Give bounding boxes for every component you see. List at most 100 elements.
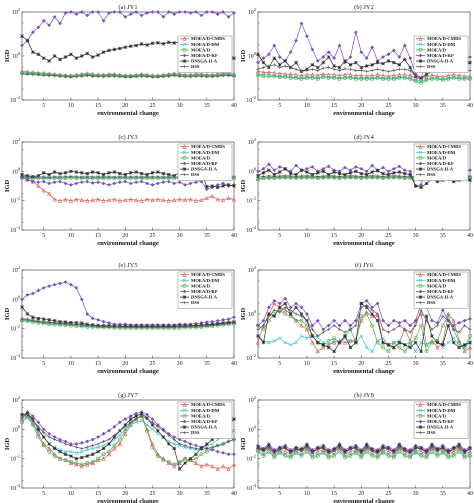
data-point xyxy=(52,170,57,174)
data-point xyxy=(63,280,68,285)
data-point xyxy=(30,291,35,296)
data-point xyxy=(391,340,396,345)
data-point xyxy=(418,449,424,454)
data-point xyxy=(468,68,472,73)
data-point xyxy=(25,318,30,322)
data-point xyxy=(403,449,407,453)
data-point xyxy=(272,174,276,179)
data-point xyxy=(386,447,391,451)
data-point xyxy=(118,46,122,51)
data-point xyxy=(353,450,358,455)
data-point xyxy=(348,345,353,350)
data-point xyxy=(283,166,287,171)
data-point xyxy=(117,420,122,425)
data-point xyxy=(123,172,128,177)
data-point xyxy=(457,330,461,334)
data-point xyxy=(69,175,73,179)
data-point xyxy=(413,336,418,341)
data-point xyxy=(145,172,149,177)
data-point xyxy=(288,312,293,316)
data-point xyxy=(79,180,84,185)
data-point xyxy=(47,449,52,454)
data-point xyxy=(128,181,133,186)
data-point xyxy=(299,334,304,338)
data-point xyxy=(359,171,364,176)
legend: MOEA/D-CMDSMOEA/D-DMMOEA/DMOEA/D-KFDNSGA… xyxy=(177,401,233,439)
x-tick-label: 20 xyxy=(122,233,128,239)
chart-title: (h) JY8 xyxy=(354,392,374,399)
data-point xyxy=(255,69,261,74)
data-point xyxy=(359,65,364,70)
data-point xyxy=(215,197,220,202)
data-point xyxy=(47,442,51,446)
data-point xyxy=(145,181,149,186)
data-point xyxy=(294,340,298,345)
x-tick-label: 35 xyxy=(204,103,210,109)
data-point xyxy=(96,53,100,57)
data-point xyxy=(283,59,287,63)
y-tick-label: 10-2 xyxy=(10,95,20,104)
series-line xyxy=(21,318,235,327)
series-line xyxy=(21,413,235,470)
data-point xyxy=(337,449,342,454)
data-point xyxy=(112,10,117,14)
data-point xyxy=(156,170,160,174)
y-tick-label: 100 xyxy=(12,51,21,60)
data-point xyxy=(266,305,271,310)
data-point xyxy=(231,462,237,467)
data-point xyxy=(96,456,101,461)
data-point xyxy=(435,345,440,350)
y-tick-label: 10-2 xyxy=(246,95,256,104)
data-point xyxy=(210,323,214,327)
y-tick-label: 10-4 xyxy=(246,225,256,234)
data-point xyxy=(326,342,331,347)
x-tick-label: 10 xyxy=(304,233,310,239)
x-tick-label: 15 xyxy=(95,491,101,497)
data-point xyxy=(150,417,155,422)
data-point xyxy=(85,179,90,184)
data-point xyxy=(435,77,440,81)
data-point xyxy=(365,445,369,449)
data-point xyxy=(468,447,472,451)
legend-entry: MOEA/D-CMDS xyxy=(427,272,461,277)
data-point xyxy=(58,175,62,179)
data-point xyxy=(277,449,282,454)
data-point xyxy=(370,163,375,168)
data-point xyxy=(79,10,84,14)
data-point xyxy=(117,437,122,442)
data-point xyxy=(63,74,68,78)
legend-entry: MOEA/D-DM xyxy=(427,150,456,155)
data-point xyxy=(226,195,231,200)
data-point xyxy=(294,163,299,168)
legend-entry: MOEA/D-DM xyxy=(191,278,220,283)
data-point xyxy=(261,449,266,454)
data-point xyxy=(177,467,182,471)
series-line xyxy=(21,320,235,329)
data-point xyxy=(161,171,166,176)
chart-title: (d) JY4 xyxy=(354,134,374,141)
data-point xyxy=(266,162,271,167)
data-point xyxy=(277,164,282,169)
x-tick-label: 20 xyxy=(358,361,364,367)
data-point xyxy=(316,334,320,338)
legend-marker xyxy=(182,431,187,435)
data-point xyxy=(277,71,282,76)
data-point xyxy=(25,175,30,179)
data-point xyxy=(232,175,236,179)
data-point xyxy=(188,197,193,202)
data-point xyxy=(107,48,111,53)
legend-marker xyxy=(182,42,187,47)
legend-marker xyxy=(182,65,187,69)
data-point xyxy=(381,174,385,179)
data-point xyxy=(332,349,336,354)
data-point xyxy=(283,449,288,454)
data-point xyxy=(397,340,402,345)
data-point xyxy=(194,446,198,451)
data-point xyxy=(101,74,106,78)
data-point xyxy=(419,323,423,328)
data-point xyxy=(381,446,385,451)
data-point xyxy=(199,464,204,469)
data-point xyxy=(413,450,418,455)
data-point xyxy=(172,175,176,179)
data-point xyxy=(96,317,101,322)
